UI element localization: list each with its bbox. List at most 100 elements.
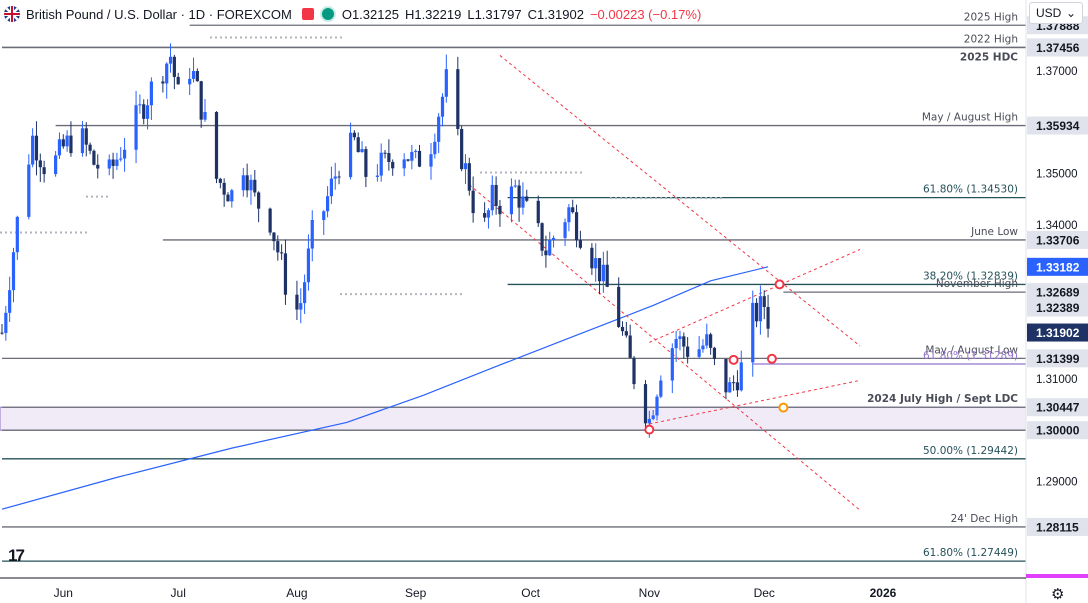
candle-body bbox=[590, 247, 594, 269]
level-label: November High bbox=[936, 278, 1018, 290]
candle-body bbox=[712, 347, 717, 359]
x-tick-label: Oct bbox=[521, 586, 540, 600]
gear-icon[interactable]: ⚙ bbox=[1051, 586, 1065, 603]
candle-body bbox=[383, 152, 387, 154]
candle-body bbox=[364, 149, 368, 177]
candle-body bbox=[739, 362, 743, 391]
candle-body bbox=[551, 237, 556, 241]
candle-body bbox=[195, 71, 199, 82]
candle-body bbox=[494, 184, 498, 206]
candle-body bbox=[417, 150, 422, 167]
x-tick-label: Jun bbox=[54, 586, 73, 600]
y-tick-label: 1.37000 bbox=[1036, 66, 1078, 78]
level-label: May / August High bbox=[922, 112, 1018, 124]
candle-body bbox=[80, 128, 85, 154]
candle-body bbox=[176, 76, 180, 85]
x-tick-label: Jul bbox=[171, 586, 186, 600]
level-label: June Low bbox=[970, 226, 1018, 238]
high-value: H1.32219 bbox=[404, 6, 462, 22]
candle-body bbox=[283, 253, 288, 295]
candle-body bbox=[375, 175, 379, 177]
candle-body bbox=[548, 240, 552, 256]
candle-body bbox=[414, 150, 418, 152]
candle-body bbox=[513, 185, 517, 187]
candle-body bbox=[594, 258, 598, 269]
candle-body bbox=[525, 196, 529, 201]
candle-body bbox=[724, 358, 728, 393]
pivot-marker bbox=[644, 424, 655, 435]
candle-body bbox=[280, 252, 284, 254]
candle-body bbox=[440, 96, 445, 117]
candle-body bbox=[122, 149, 127, 159]
candle-body bbox=[115, 159, 119, 166]
candle-body bbox=[406, 159, 410, 161]
candle-body bbox=[149, 81, 153, 106]
y-tick-label: 1.34000 bbox=[1036, 220, 1078, 232]
price-tag-label: 1.35934 bbox=[1036, 119, 1080, 133]
candle-body bbox=[54, 155, 58, 175]
candle-body bbox=[31, 135, 35, 165]
candle-body bbox=[620, 326, 625, 332]
candle-body bbox=[218, 178, 222, 183]
candle-body bbox=[762, 296, 766, 308]
candle-body bbox=[387, 153, 391, 162]
candle-body bbox=[161, 81, 165, 84]
pivot-marker bbox=[774, 279, 785, 290]
low-value: L1.31797 bbox=[467, 6, 522, 22]
candle-body bbox=[437, 116, 441, 142]
candle-body bbox=[655, 396, 659, 416]
candle-body bbox=[402, 159, 406, 169]
candle-body bbox=[138, 104, 142, 106]
candle-body bbox=[471, 190, 475, 214]
level-label: 61.80% (1.34530) bbox=[923, 184, 1018, 196]
candle-body bbox=[647, 418, 651, 424]
candle-body bbox=[348, 132, 353, 178]
level-label: 2024 July High / Sept LDC bbox=[867, 393, 1018, 405]
candle-body bbox=[302, 282, 307, 304]
candle-body bbox=[379, 152, 383, 176]
candle-body bbox=[199, 81, 203, 120]
price-tag-label: 1.30447 bbox=[1036, 401, 1080, 415]
candle-body bbox=[536, 200, 540, 224]
price-tag: 1.35934 bbox=[1027, 116, 1088, 135]
candle-body bbox=[191, 71, 196, 79]
candle-body bbox=[276, 241, 280, 253]
candle-body bbox=[728, 382, 732, 393]
price-tag-bg bbox=[1027, 349, 1088, 368]
candle-body bbox=[299, 303, 303, 310]
candle-body bbox=[697, 349, 701, 357]
price-tag: 1.31902 bbox=[1027, 323, 1088, 342]
candle-body bbox=[632, 357, 636, 385]
candle-body bbox=[540, 223, 544, 251]
price-tag-label: 1.30000 bbox=[1036, 424, 1080, 438]
candle-body bbox=[563, 222, 567, 238]
candle-body bbox=[268, 208, 272, 233]
x-tick-label: Nov bbox=[639, 586, 660, 600]
candle-body bbox=[709, 334, 713, 348]
price-tag: 1.33182 bbox=[1027, 257, 1088, 276]
symbol-title[interactable]: British Pound / U.S. Dollar · 1D · FOREX… bbox=[26, 6, 292, 22]
candle-body bbox=[306, 248, 311, 283]
candle-body bbox=[467, 163, 471, 191]
candle-body bbox=[165, 63, 169, 84]
candle-body bbox=[659, 380, 663, 397]
candle-body bbox=[483, 213, 487, 218]
price-tag-bg bbox=[1027, 398, 1088, 417]
candle-body bbox=[571, 207, 575, 213]
candle-body bbox=[222, 182, 226, 195]
price-tag: 1.28115 bbox=[1027, 517, 1088, 536]
candle-body bbox=[172, 56, 176, 77]
channel-line bbox=[499, 55, 861, 347]
candle-body bbox=[257, 192, 261, 209]
candle-body bbox=[253, 179, 257, 193]
candle-body bbox=[145, 105, 150, 119]
pivot-marker bbox=[778, 402, 789, 413]
currency-select[interactable]: USD ⌄ bbox=[1029, 2, 1083, 24]
tradingview-logo-icon[interactable]: 17 bbox=[8, 546, 25, 565]
candle-body bbox=[601, 264, 605, 282]
candle-body bbox=[295, 294, 299, 310]
candle-body bbox=[509, 186, 514, 215]
candle-body bbox=[567, 207, 571, 223]
candle-body bbox=[272, 232, 276, 242]
